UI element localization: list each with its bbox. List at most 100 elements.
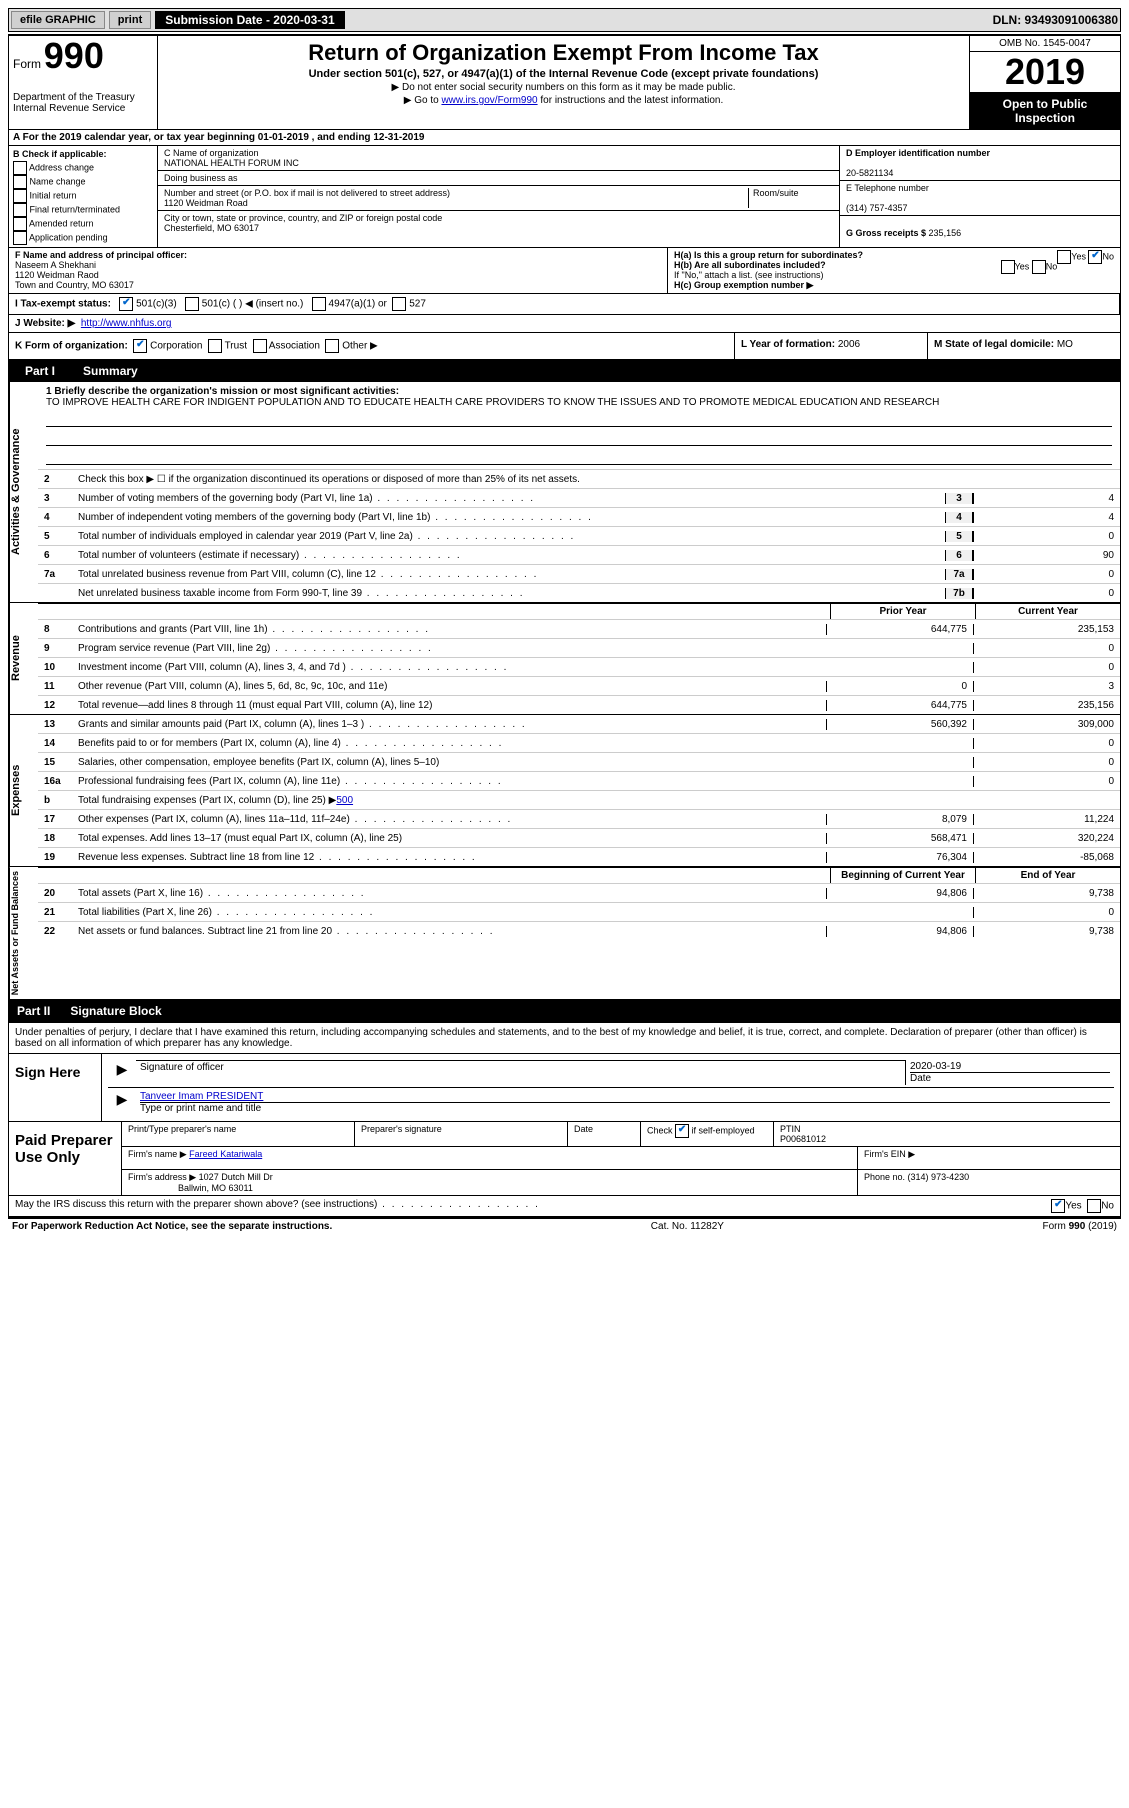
chk-self-employed[interactable] xyxy=(675,1124,689,1138)
gov-content: 1 Briefly describe the organization's mi… xyxy=(38,382,1120,602)
ein-label: D Employer identification number xyxy=(846,148,990,158)
chk-trust[interactable] xyxy=(208,339,222,353)
ein-value: 20-5821134 xyxy=(846,168,893,178)
city-cell: City or town, state or province, country… xyxy=(158,211,839,235)
col-b-checkboxes: B Check if applicable: Address change Na… xyxy=(9,146,158,248)
firm-name-link[interactable]: Fareed Katariwala xyxy=(189,1149,262,1159)
line-17: 17Other expenses (Part IX, column (A), l… xyxy=(38,809,1120,828)
m-label: M State of legal domicile: xyxy=(934,339,1057,350)
part1-title: Summary xyxy=(83,364,138,378)
discuss-yes-chk[interactable] xyxy=(1051,1199,1065,1213)
ha-no: No xyxy=(1102,251,1114,261)
line-6: 6Total number of volunteers (estimate if… xyxy=(38,545,1120,564)
col-b-label: B Check if applicable: xyxy=(13,149,107,159)
firm-addr-cell: Firm's address ▶ 1027 Dutch Mill Dr Ball… xyxy=(122,1170,858,1195)
l3-val: 4 xyxy=(973,493,1120,504)
city-label: City or town, state or province, country… xyxy=(164,213,442,223)
year-formed: L Year of formation: 2006 xyxy=(734,333,927,359)
website-label: J Website: ▶ xyxy=(15,318,75,329)
chk-initial[interactable] xyxy=(13,189,27,203)
paid-content: Print/Type preparer's name Preparer's si… xyxy=(122,1122,1120,1195)
lb-d: Total fundraising expenses (Part IX, col… xyxy=(78,795,336,806)
py-hdr: Prior Year xyxy=(830,604,975,619)
governance-block: Activities & Governance 1 Briefly descri… xyxy=(8,382,1121,603)
chk-label-5: Application pending xyxy=(29,232,108,242)
line-13: 13Grants and similar amounts paid (Part … xyxy=(38,715,1120,733)
rev-content: Prior YearCurrent Year 8Contributions an… xyxy=(38,603,1120,714)
chk-other[interactable] xyxy=(325,339,339,353)
sig-officer-field: Signature of officer xyxy=(136,1060,905,1085)
discuss-yes: Yes xyxy=(1065,1201,1081,1212)
part2-title: Signature Block xyxy=(70,1004,161,1018)
form-of-org: K Form of organization: Corporation Trus… xyxy=(9,333,734,359)
l6-val: 90 xyxy=(973,550,1120,561)
l7b-val: 0 xyxy=(973,588,1120,599)
chk-assoc[interactable] xyxy=(253,339,267,353)
chk-label-4: Amended return xyxy=(29,218,94,228)
firm-addr1: 1027 Dutch Mill Dr xyxy=(199,1172,273,1182)
form-subtitle: Under section 501(c), 527, or 4947(a)(1)… xyxy=(166,68,961,80)
line-15: 15Salaries, other compensation, employee… xyxy=(38,752,1120,771)
hb-yes-chk[interactable] xyxy=(1001,260,1015,274)
chk-4947[interactable] xyxy=(312,297,326,311)
addr-cell: Number and street (or P.O. box if mail i… xyxy=(158,186,839,211)
firm-addr-label: Firm's address ▶ xyxy=(128,1172,196,1182)
line-9: 9Program service revenue (Part VIII, lin… xyxy=(38,638,1120,657)
l4-val: 4 xyxy=(973,512,1120,523)
h-cell: H(a) Is this a group return for subordin… xyxy=(667,248,1120,293)
officer-addr1: 1120 Weidman Raod xyxy=(15,270,99,280)
omb-number: OMB No. 1545-0047 xyxy=(970,36,1120,52)
chk-final[interactable] xyxy=(13,203,27,217)
net-block: Net Assets or Fund Balances Beginning of… xyxy=(8,867,1121,1000)
row-f-h: F Name and address of principal officer:… xyxy=(8,248,1121,294)
ha-yes-chk[interactable] xyxy=(1057,250,1071,264)
line-4: 4Number of independent voting members of… xyxy=(38,507,1120,526)
org-name: NATIONAL HEALTH FORUM INC xyxy=(164,158,299,168)
hb-label: H(b) Are all subordinates included? xyxy=(674,260,826,270)
chk-amended[interactable] xyxy=(13,217,27,231)
hc-label: H(c) Group exemption number ▶ xyxy=(674,280,813,290)
row-i-status: I Tax-exempt status: 501(c)(3) 501(c) ( … xyxy=(8,294,1121,315)
print-button[interactable]: print xyxy=(109,11,151,29)
ha-no-chk[interactable] xyxy=(1088,250,1102,264)
sig-date-col: 2020-03-19 Date xyxy=(905,1060,1114,1085)
rev-headers: Prior YearCurrent Year xyxy=(38,603,1120,619)
hb-no-chk[interactable] xyxy=(1032,260,1046,274)
footer-mid: Cat. No. 11282Y xyxy=(651,1221,724,1232)
chk-501c3[interactable] xyxy=(119,297,133,311)
gross-label: G Gross receipts $ xyxy=(846,228,929,238)
col-c-entity: C Name of organization NATIONAL HEALTH F… xyxy=(158,146,839,248)
lb-link[interactable]: 500 xyxy=(336,795,353,806)
chk-pending[interactable] xyxy=(13,231,27,245)
line-12: 12Total revenue—add lines 8 through 11 (… xyxy=(38,695,1120,714)
line-20: 20Total assets (Part X, line 16)94,8069,… xyxy=(38,883,1120,902)
chk-501c[interactable] xyxy=(185,297,199,311)
ein-cell: D Employer identification number 20-5821… xyxy=(840,146,1120,181)
discuss-row: May the IRS discuss this return with the… xyxy=(9,1195,1120,1216)
chk-name-change[interactable] xyxy=(13,175,27,189)
header-right: OMB No. 1545-0047 2019 Open to Public In… xyxy=(969,36,1120,129)
sig-intro: Under penalties of perjury, I declare th… xyxy=(9,1023,1120,1054)
exp-content: 13Grants and similar amounts paid (Part … xyxy=(38,715,1120,866)
line-19: 19Revenue less expenses. Subtract line 1… xyxy=(38,847,1120,866)
footer-left: For Paperwork Reduction Act Notice, see … xyxy=(12,1221,332,1232)
preparer-name-hdr: Print/Type preparer's name xyxy=(122,1122,355,1146)
street-address: 1120 Weidman Road xyxy=(164,198,248,208)
side-net: Net Assets or Fund Balances xyxy=(9,867,38,999)
side-expenses: Expenses xyxy=(9,715,38,866)
discuss-no-chk[interactable] xyxy=(1087,1199,1101,1213)
officer-name-link[interactable]: Tanveer Imam PRESIDENT xyxy=(140,1091,263,1102)
website-link[interactable]: http://www.nhfus.org xyxy=(81,318,172,329)
line-21: 21Total liabilities (Part X, line 26)0 xyxy=(38,902,1120,921)
line-22: 22Net assets or fund balances. Subtract … xyxy=(38,921,1120,940)
chk-address-change[interactable] xyxy=(13,161,27,175)
chk-corp[interactable] xyxy=(133,339,147,353)
ptin-val: P00681012 xyxy=(780,1134,826,1144)
col-d-wrap: D Employer identification number 20-5821… xyxy=(839,146,1120,248)
note-ssn: ▶ Do not enter social security numbers o… xyxy=(166,82,961,93)
instructions-link[interactable]: www.irs.gov/Form990 xyxy=(441,95,537,106)
hc-row: H(c) Group exemption number ▶ xyxy=(674,280,1114,291)
line-7b: Net unrelated business taxable income fr… xyxy=(38,583,1120,602)
chk-527[interactable] xyxy=(392,297,406,311)
dba-cell: Doing business as xyxy=(158,171,839,186)
